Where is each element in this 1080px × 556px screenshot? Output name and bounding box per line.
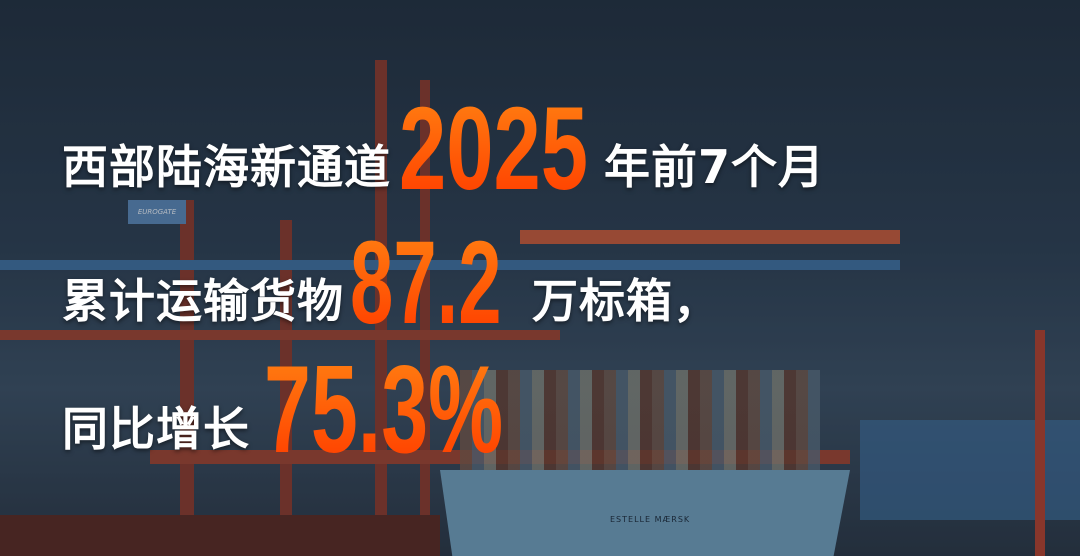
number-wrap: 75.3%: [264, 340, 509, 479]
crane-boom: [0, 260, 900, 270]
highlight-growth: 75.3%: [264, 340, 504, 479]
crane-boom: [520, 230, 900, 244]
crane-leg: [420, 80, 430, 556]
headline-text: 西部陆海新通道: [62, 140, 391, 194]
quay-containers: [0, 515, 440, 556]
crane-leg: [1035, 330, 1045, 556]
headline-line-3: 同比增长 75.3%: [62, 340, 509, 479]
headline-text: 同比增长: [62, 402, 250, 456]
container-stack: [460, 370, 820, 470]
headline-line-2: 累计运输货物 87.2 万标箱，: [62, 216, 720, 349]
crane-leg: [375, 60, 387, 556]
highlight-year: 2025: [399, 82, 589, 215]
number-wrap: 87.2: [350, 216, 522, 349]
headline-line-1: 西部陆海新通道 2025 年前7个月: [62, 82, 826, 215]
crane-logo: EUROGATE: [128, 200, 186, 224]
number-wrap: 2025: [399, 82, 594, 215]
crane-leg: [180, 200, 194, 556]
headline-text: 年前7个月: [604, 140, 826, 194]
ship-name: ESTELLE MÆRSK: [610, 515, 691, 524]
container-ship: [440, 470, 850, 556]
headline-text: 万标箱，: [532, 274, 720, 328]
headline-text: 累计运输货物: [62, 274, 344, 328]
crane-leg: [280, 220, 292, 556]
crane-beam: [0, 330, 560, 340]
highlight-volume: 87.2: [350, 216, 502, 349]
